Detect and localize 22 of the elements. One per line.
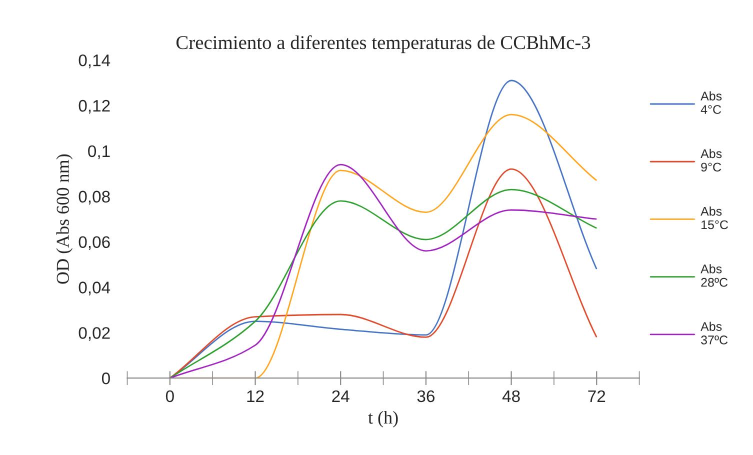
legend-label: Abs 28ºC bbox=[700, 264, 728, 287]
y-tick-label: 0,1 bbox=[88, 145, 110, 160]
legend-label: Abs 4°C bbox=[700, 91, 722, 114]
x-tick-label: 72 bbox=[588, 390, 606, 402]
y-tick-label: 0,14 bbox=[78, 54, 110, 68]
chart-title: Crecimiento a diferentes temperaturas de CCBhMc-3 bbox=[176, 35, 590, 54]
legend-label: Abs 37ºC bbox=[700, 322, 728, 344]
x-axis-title: t (h) bbox=[368, 411, 398, 428]
x-tick-label: 12 bbox=[247, 390, 264, 402]
x-tick-label: 36 bbox=[417, 390, 434, 402]
x-tick-label: 48 bbox=[502, 390, 520, 402]
y-tick-label: 0 bbox=[102, 372, 110, 384]
y-tick-label: 0,04 bbox=[78, 282, 110, 296]
y-tick-label: 0,06 bbox=[78, 236, 110, 250]
legend-label: Abs 9°C bbox=[700, 148, 722, 172]
y-tick-label: 0,12 bbox=[78, 100, 110, 114]
y-tick-label: 0,02 bbox=[78, 327, 110, 341]
y-axis-title: OD (Abs 600 nm) bbox=[56, 154, 73, 284]
legend-label: Abs 15°C bbox=[700, 206, 728, 230]
x-tick-label: 24 bbox=[332, 390, 350, 402]
x-tick-label: 0 bbox=[166, 390, 174, 402]
y-tick-label: 0,08 bbox=[78, 190, 110, 205]
